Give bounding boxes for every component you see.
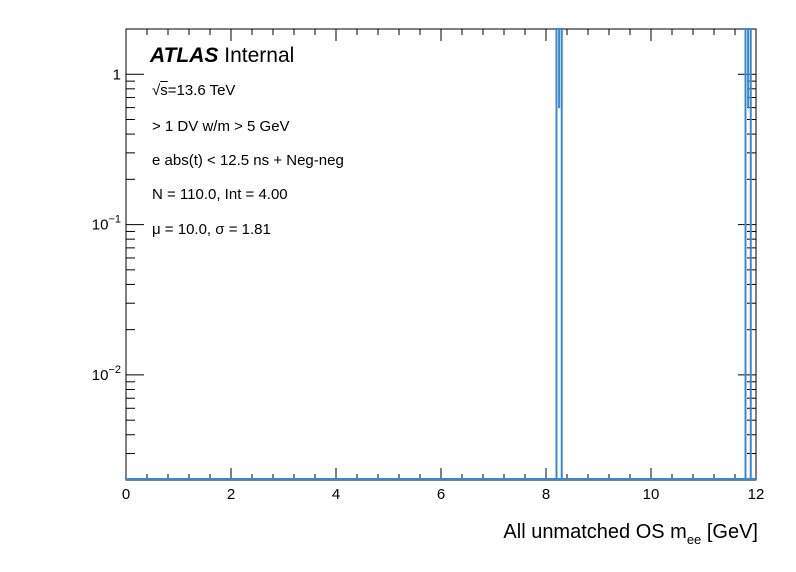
- atlas-logo-text: ATLAS: [150, 44, 219, 67]
- x-tick-label: 10: [643, 486, 660, 503]
- x-tick-label: 12: [748, 486, 765, 503]
- x-axis-label-unit: [GeV]: [706, 521, 758, 543]
- stats-annotation: N = 110.0, Int = 4.00: [152, 186, 288, 203]
- x-tick-label: 8: [542, 486, 550, 503]
- x-axis-label-subscript: ee: [686, 532, 702, 547]
- y-tick-label: 1: [113, 66, 121, 83]
- x-tick-label: 0: [122, 486, 130, 503]
- x-tick-label: 6: [437, 486, 445, 503]
- energy-value: =13.6 TeV: [167, 82, 236, 99]
- y-tick-label: 10−1: [92, 214, 121, 234]
- timing-annotation: e abs(t) < 12.5 ns + Neg-neg: [152, 152, 344, 169]
- sqrt-symbol: √: [152, 82, 161, 99]
- sqrt-s-symbol: s: [160, 82, 168, 99]
- selection-annotation: > 1 DV w/m > 5 GeV: [152, 118, 290, 135]
- atlas-label: ATLAS Internal: [150, 44, 294, 68]
- y-tick-label: 10−2: [92, 364, 121, 384]
- energy-annotation: √s=13.6 TeV: [152, 82, 235, 99]
- x-tick-label: 4: [332, 486, 340, 503]
- internal-label: Internal: [224, 44, 295, 67]
- fit-annotation: μ = 10.0, σ = 1.81: [152, 221, 271, 238]
- x-axis-label: All unmatched OS mee [GeV]: [503, 521, 758, 547]
- x-axis-label-main: All unmatched OS m: [503, 521, 687, 543]
- x-tick-label: 2: [227, 486, 235, 503]
